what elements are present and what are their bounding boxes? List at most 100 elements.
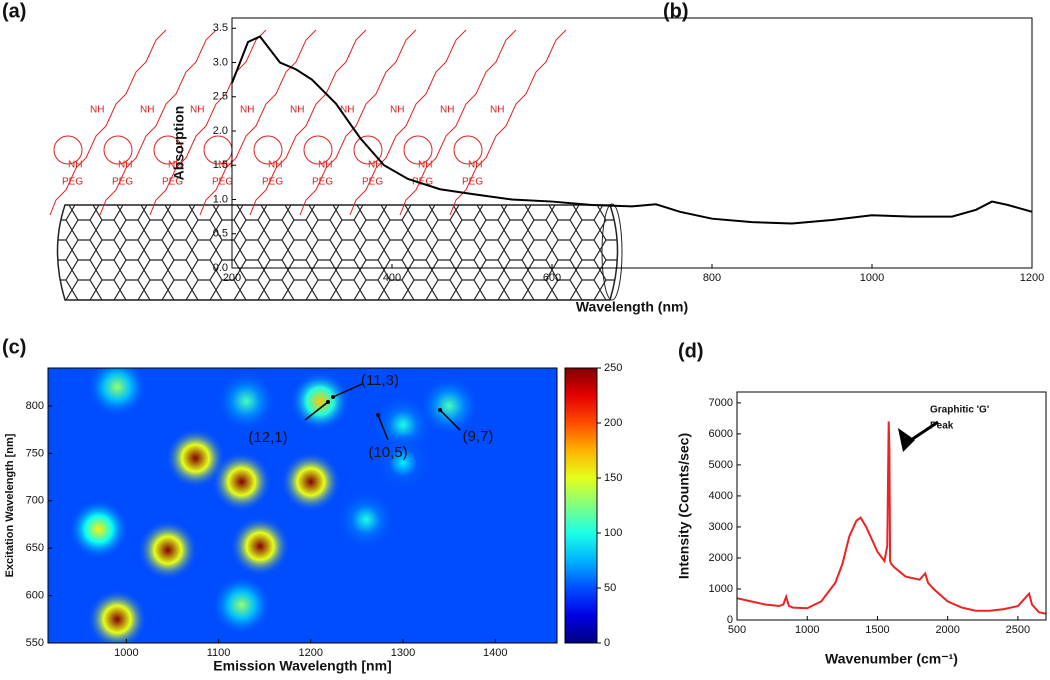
peg-chains: NH NH PEG NH NH PEG NH NH PEG NH NH PEG NH NH PEG NH NH P… (49, 29, 567, 216)
y-tick-label: 600 (26, 589, 44, 601)
plot-frame (736, 391, 1047, 621)
line (232, 35, 1032, 225)
ring (303, 135, 333, 165)
group-label: PEG (262, 177, 283, 188)
group-label: NH (218, 160, 232, 171)
heatmap-spot (280, 451, 341, 512)
heatmap (68, 368, 480, 643)
line (737, 421, 1046, 615)
y-tick-label: 750 (26, 447, 44, 459)
x-axis-title: Emission Wavelength [nm] (213, 658, 391, 674)
y-tick-label: 0 (727, 614, 733, 626)
x-axis-title: Wavenumber (cm⁻¹) (825, 651, 958, 667)
group-label: NH (240, 105, 254, 116)
y-tick-label: 7000 (709, 397, 733, 409)
x-tick-label: 1500 (865, 624, 889, 636)
ring (103, 135, 133, 165)
colorbar-tick-label: 0 (604, 637, 610, 649)
y-axis-title: Absorption (171, 106, 187, 181)
colorbar-tick-label: 100 (604, 527, 622, 539)
group-label: NH (418, 160, 432, 171)
y-tick-label: 1.0 (213, 193, 228, 205)
panel-label: (a) (2, 0, 26, 22)
heatmap-spot (87, 589, 148, 643)
x-tick-label: 800 (703, 272, 721, 284)
colorbar-tick-label: 150 (604, 472, 622, 484)
heatmap-spot (165, 428, 226, 489)
arrow (332, 383, 363, 398)
plot-frame (231, 17, 1033, 269)
y-tick-label: 1000 (709, 583, 733, 595)
group-label: PEG (462, 177, 483, 188)
group-label: PEG (112, 177, 133, 188)
y-tick-label: 2000 (709, 552, 733, 564)
group-label: NH (340, 105, 354, 116)
colorbar-tick-label: 250 (604, 362, 622, 374)
x-tick-label: 2500 (1006, 624, 1030, 636)
x-tick-label: 600 (543, 272, 561, 284)
group-label: NH (490, 105, 504, 116)
group-label: NH (140, 105, 154, 116)
panel-label: (d) (678, 340, 704, 362)
y-tick-label: 3000 (709, 521, 733, 533)
group-label: NH (168, 160, 182, 171)
y-tick-label: 0.5 (213, 228, 228, 240)
y-tick-label: 2.5 (213, 91, 228, 103)
chain (449, 29, 567, 216)
arrow-head (331, 395, 335, 399)
y-tick-label: 800 (26, 400, 44, 412)
heatmap-spot (87, 368, 148, 417)
heatmap-spot (68, 499, 129, 560)
group-label: NH (318, 160, 332, 171)
group-label: PEG (162, 177, 183, 188)
heatmap-spot (137, 520, 198, 581)
group-label: NH (390, 105, 404, 116)
ring (253, 135, 283, 165)
y-tick-label: 3.5 (213, 22, 228, 34)
chain (299, 29, 417, 216)
x-tick-label: 1400 (483, 647, 507, 659)
group-label: PEG (362, 177, 383, 188)
ring (453, 135, 483, 165)
nanotube (56, 203, 623, 301)
group-label: NH (440, 105, 454, 116)
x-tick-label: 1100 (207, 647, 231, 659)
annotation: (12,1) (248, 429, 287, 446)
y-tick-label: 0.0 (213, 262, 228, 274)
ring (53, 135, 83, 165)
annotation: (9,7) (463, 428, 494, 445)
heatmap-spot (216, 371, 277, 432)
arrow (304, 401, 329, 421)
y-tick-label: 4000 (709, 490, 733, 502)
annotation: Peak (930, 421, 954, 432)
panel-label: (b) (663, 0, 689, 22)
ring (153, 135, 183, 165)
group-label: NH (268, 160, 282, 171)
group-label: NH (290, 105, 304, 116)
y-axis-title: Excitation Wavelength [nm] (4, 433, 16, 577)
heatmap-spot (230, 516, 291, 577)
group-label: PEG (412, 177, 433, 188)
arrow-head (376, 413, 380, 417)
chain (399, 29, 517, 216)
colorbar (564, 367, 598, 644)
x-tick-label: 1200 (1020, 272, 1044, 284)
group-label: PEG (212, 177, 233, 188)
annotation: (11,3) (361, 372, 399, 389)
arrow-head (438, 408, 442, 412)
chain (149, 29, 267, 216)
group-label: NH (368, 160, 382, 171)
group-label: NH (190, 105, 204, 116)
group-label: NH (118, 160, 132, 171)
ring (403, 135, 433, 165)
y-tick-label: 2.0 (213, 125, 228, 137)
x-tick-label: 400 (383, 272, 401, 284)
y-tick-label: 700 (26, 495, 44, 507)
chain (349, 29, 467, 216)
x-axis-title: Wavelength (nm) (576, 299, 688, 315)
y-tick-label: 1.5 (213, 159, 228, 171)
heatmap-spot (419, 375, 480, 436)
annotation: Graphitic 'G' (930, 405, 989, 416)
plot-frame (47, 367, 558, 644)
